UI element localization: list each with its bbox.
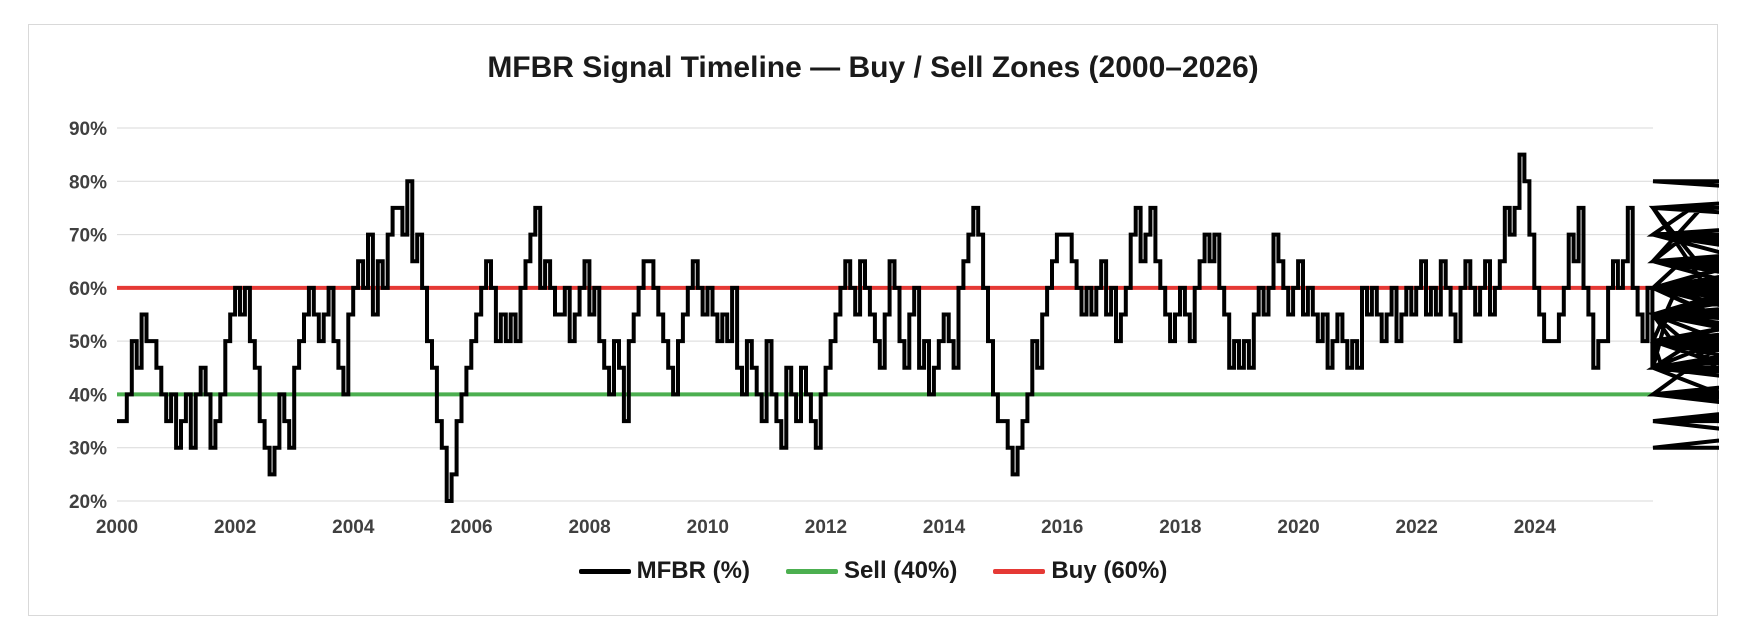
y-tick-label: 50%: [69, 332, 107, 353]
legend-label: Sell (40%): [843, 557, 958, 584]
chart-frame: MFBR Signal Timeline — Buy / Sell Zones …: [28, 24, 1719, 616]
x-tick-label: 2018: [1159, 517, 1201, 538]
x-tick-label: 2014: [923, 517, 966, 538]
y-tick-label: 30%: [69, 439, 107, 460]
y-tick-label: 70%: [69, 226, 107, 247]
mfbr-series-line: [117, 152, 1719, 503]
y-tick-label: 60%: [69, 279, 107, 300]
legend-item: MFBR (%): [578, 557, 750, 585]
legend-swatch: [785, 568, 838, 574]
legend-item: Buy (60%): [993, 557, 1167, 585]
x-tick-label: 2006: [450, 517, 492, 538]
y-tick-label: 20%: [69, 492, 107, 513]
x-tick-label: 2008: [568, 517, 610, 538]
chart-title: MFBR Signal Timeline — Buy / Sell Zones …: [487, 51, 1259, 84]
x-tick-label: 2022: [1396, 517, 1438, 538]
legend-item: Sell (40%): [785, 557, 958, 585]
x-tick-label: 2012: [805, 517, 847, 538]
x-tick-label: 2000: [96, 517, 138, 538]
x-tick-label: 2020: [1277, 517, 1319, 538]
x-tick-label: 2016: [1041, 517, 1083, 538]
chart-legend: MFBR (%) Sell (40%) Buy (60%): [29, 557, 1717, 585]
y-tick-label: 90%: [69, 119, 107, 140]
legend-swatch: [578, 568, 631, 574]
y-tick-label: 80%: [69, 172, 107, 193]
x-tick-label: 2024: [1514, 517, 1557, 538]
y-tick-label: 40%: [69, 385, 107, 406]
legend-label: MFBR (%): [636, 557, 750, 584]
legend-swatch: [993, 568, 1046, 574]
x-tick-label: 2002: [214, 517, 256, 538]
plot-area: 20% 30% 40% 50% 60% 70% 80% 90% 2000 2002 2004 2006…: [69, 119, 1719, 538]
x-tick-label: 2004: [332, 517, 375, 538]
x-tick-label: 2010: [687, 517, 729, 538]
legend-label: Buy (60%): [1051, 557, 1168, 584]
